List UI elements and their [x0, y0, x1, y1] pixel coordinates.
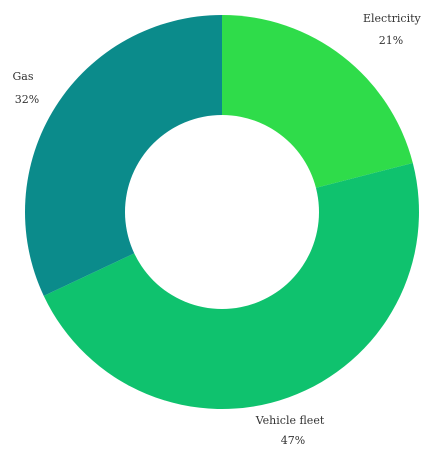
slice-label-vehicle-fleet: Vehicle fleet	[255, 414, 325, 427]
slice-label-electricity: Electricity	[363, 12, 422, 25]
slice-percent-electricity: 21%	[379, 34, 403, 47]
slice-label-gas: Gas	[13, 70, 34, 83]
slice-percent-gas: 32%	[15, 93, 39, 106]
slice-percent-vehicle-fleet: 47%	[281, 434, 305, 447]
donut-hole	[125, 115, 319, 309]
